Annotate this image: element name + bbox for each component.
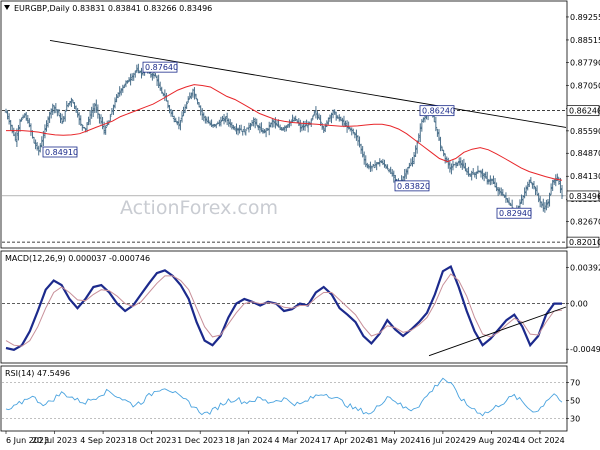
price-callout-box bbox=[142, 61, 178, 73]
moving-average bbox=[6, 84, 563, 181]
price-tags: 0.86240 0.83496 0.82010 bbox=[566, 105, 600, 248]
rsi-panel bbox=[0, 365, 568, 432]
rsi-tick-label: 70 bbox=[570, 378, 580, 387]
macd-line bbox=[5, 265, 562, 351]
date-tick-label: 1 Dec 2023 bbox=[177, 436, 223, 445]
rsi-line bbox=[5, 377, 563, 417]
rsi-tick-label: 50 bbox=[570, 396, 580, 405]
price-callout-label: 0.84910 bbox=[45, 148, 78, 157]
date-tick-label: 4 Sep 2023 bbox=[80, 436, 126, 445]
chart-header: EURGBP,Daily 0.83831 0.83841 0.83266 0.8… bbox=[14, 4, 212, 13]
price-tick-label: 0.87050 bbox=[570, 81, 600, 90]
moving-average-line bbox=[6, 84, 563, 181]
current-price-tag-box bbox=[566, 190, 600, 202]
date-tick-label: 4 Mar 2024 bbox=[274, 436, 320, 445]
macd-tick-label: -0.004929 bbox=[570, 345, 600, 354]
price-tick-label: 0.85590 bbox=[570, 127, 600, 136]
price-tick-label: 0.84870 bbox=[570, 149, 600, 158]
current-price-tag: 0.83496 bbox=[569, 192, 600, 201]
price-tick-label: 0.89255 bbox=[570, 13, 600, 22]
price-callout-box bbox=[496, 207, 532, 219]
price-panel bbox=[0, 0, 568, 249]
date-tick-label: 14 Oct 2024 bbox=[515, 436, 564, 445]
price-callout-label: 0.83820 bbox=[397, 182, 430, 191]
price-tick-label: 0.87790 bbox=[570, 58, 600, 67]
price-reference-lines bbox=[2, 110, 566, 243]
price-callout-box bbox=[42, 146, 78, 158]
rsi-tick-label: 30 bbox=[570, 414, 580, 423]
macd-series bbox=[5, 265, 567, 357]
price-callout-box bbox=[394, 180, 430, 192]
date-tick-label: 18 Oct 2023 bbox=[127, 436, 176, 445]
descending-trendline bbox=[49, 39, 567, 128]
macd-tick-label: 0.003928 bbox=[570, 263, 600, 272]
level-tag-box bbox=[566, 105, 600, 117]
rsi-series bbox=[5, 377, 563, 417]
date-tick-label: 18 Jan 2024 bbox=[225, 436, 273, 445]
rsi-axis: 70 50 30 bbox=[2, 378, 580, 423]
macd-title: MACD(12,26,9) 0.000037 -0.000746 bbox=[5, 254, 150, 263]
price-tick-label: 0.82670 bbox=[570, 218, 600, 227]
macd-axis: 0.003928 0.00 -0.004929 bbox=[2, 263, 600, 354]
price-callout-label: 0.86240 bbox=[422, 107, 455, 116]
price-tick-label: 0.88515 bbox=[570, 36, 600, 45]
price-callout-label: 0.87640 bbox=[145, 63, 178, 72]
date-tick-label: 17 Apr 2024 bbox=[321, 436, 370, 445]
watermark: ActionForex.com bbox=[120, 197, 278, 219]
price-callout-label: 0.82940 bbox=[499, 209, 532, 218]
macd-trendline bbox=[428, 306, 567, 357]
date-tick-label: 29 Aug 2024 bbox=[466, 436, 517, 445]
date-tick-label: 6 Jun 2023 bbox=[6, 436, 49, 445]
price-callout-box bbox=[419, 105, 455, 117]
price-trendline bbox=[49, 39, 567, 128]
price-annotations: 0.87640 0.84910 0.86240 0.83820 0.82940 bbox=[42, 61, 532, 219]
dropdown-triangle-icon bbox=[4, 5, 10, 10]
signal-line bbox=[5, 273, 563, 347]
date-tick-label: 20 Jul 2023 bbox=[32, 436, 77, 445]
macd-tick-label: 0.00 bbox=[570, 300, 588, 309]
level-tag: 0.86240 bbox=[569, 107, 600, 116]
bottom-level-tag: 0.82010 bbox=[569, 238, 600, 247]
bottom-level-tag-box bbox=[566, 236, 600, 248]
date-tick-label: 16 Jul 2024 bbox=[420, 436, 465, 445]
price-tick-label: 0.84130 bbox=[570, 172, 600, 181]
date-tick-label: 31 May 2024 bbox=[368, 436, 420, 445]
rsi-title: RSI(14) 47.5496 bbox=[5, 369, 70, 378]
